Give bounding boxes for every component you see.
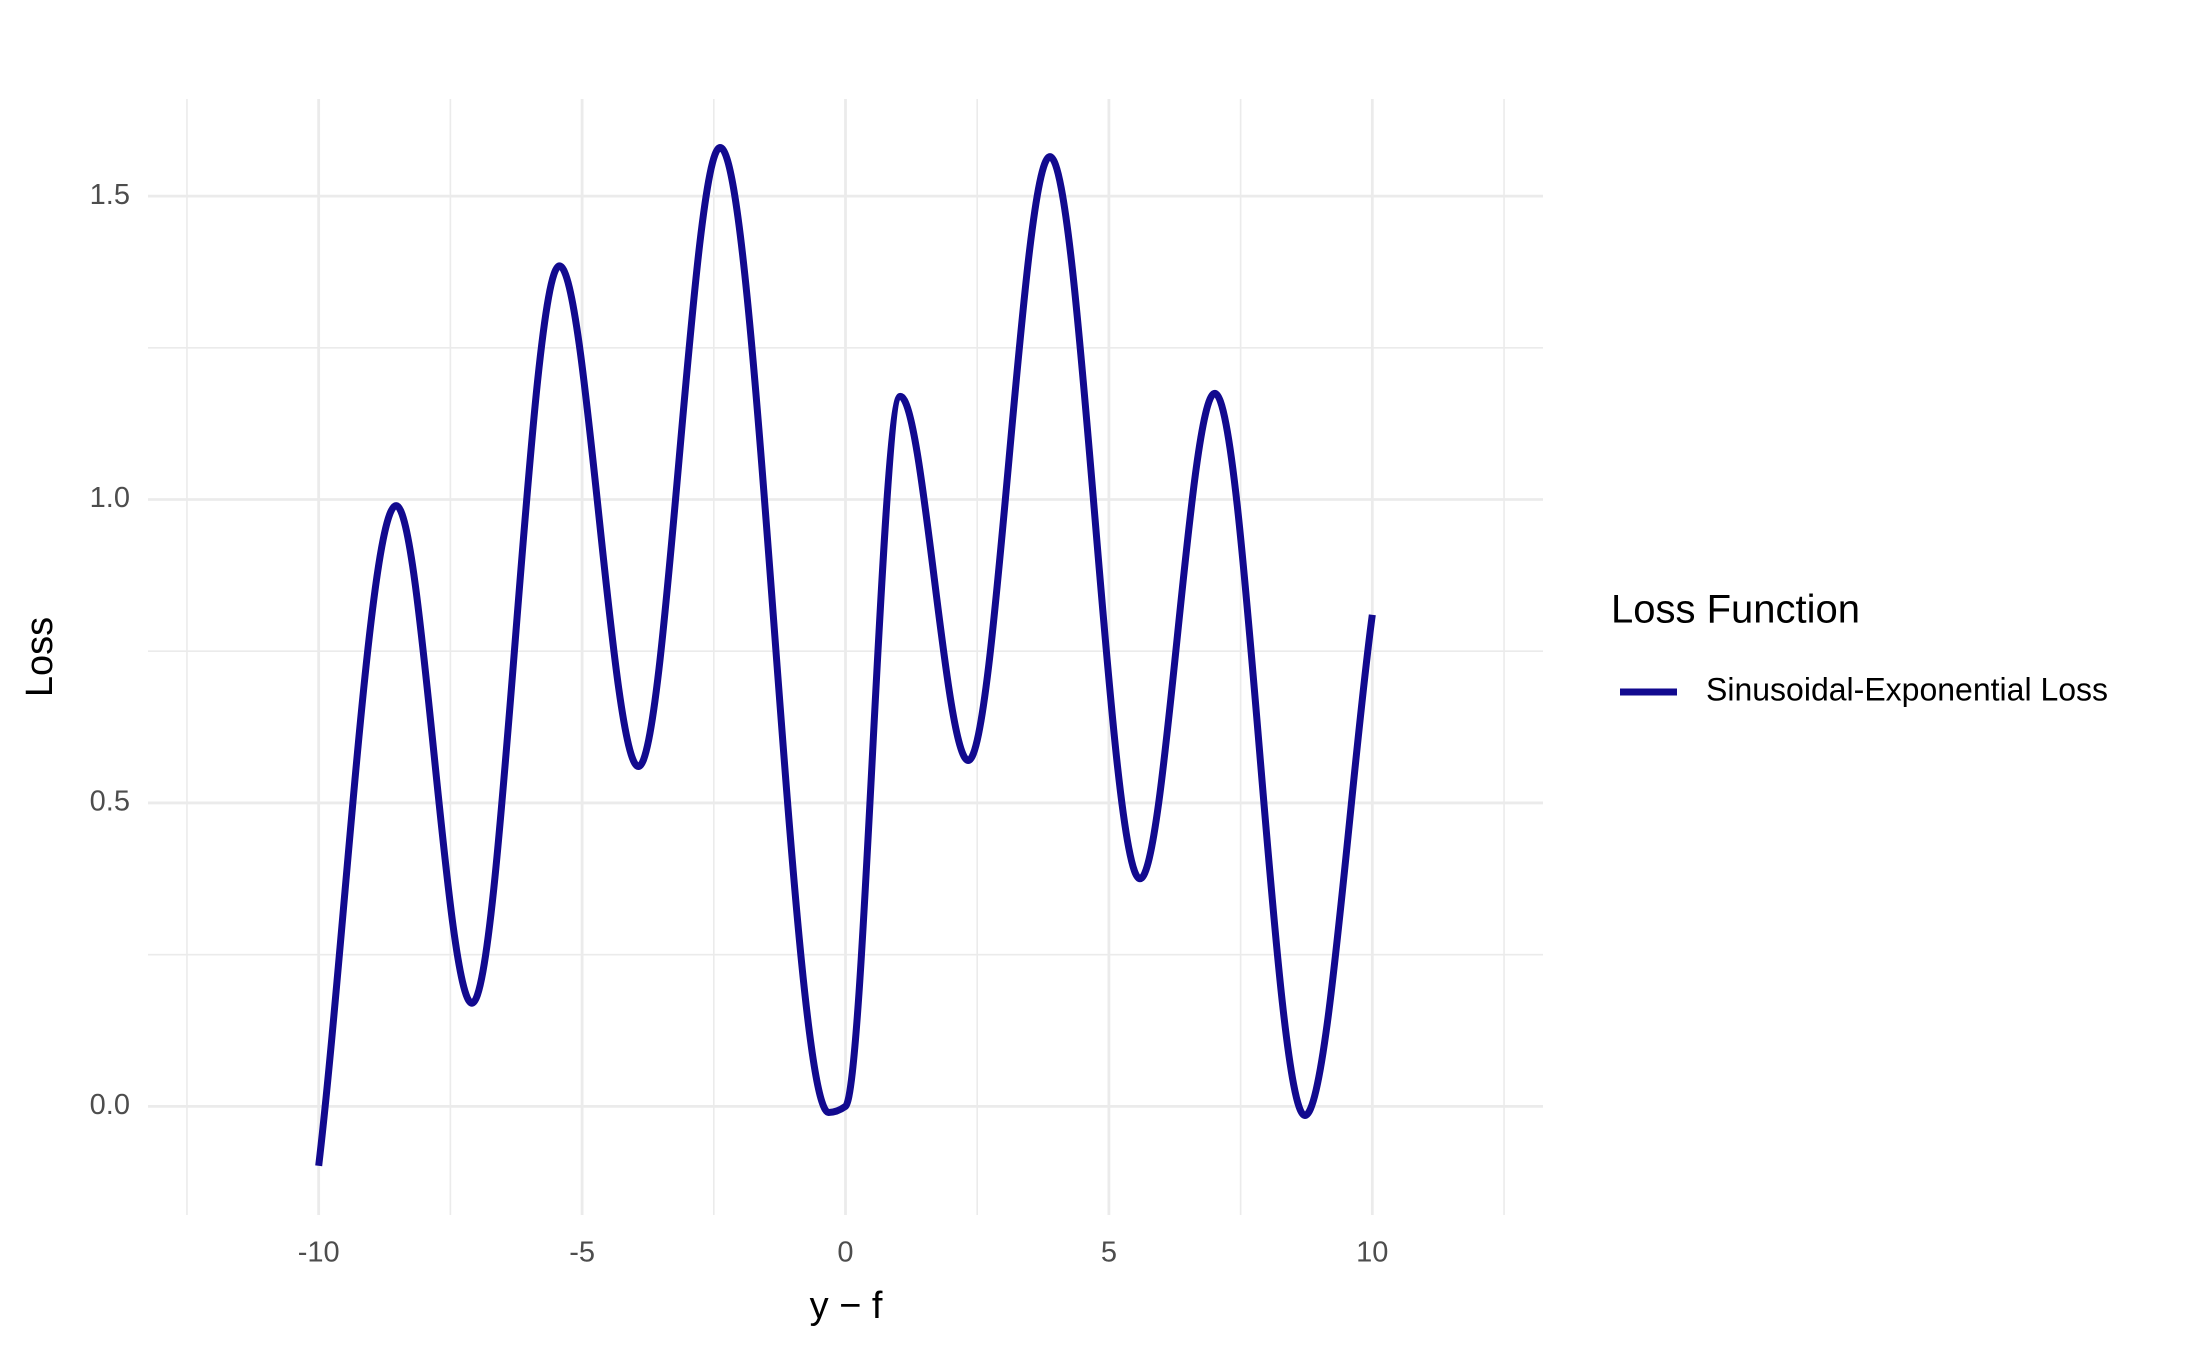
y-tick-label: 1.0 [90,482,130,514]
y-tick-label: 0.5 [90,786,130,818]
y-axis-title: Loss [19,617,61,697]
y-tick-label: 0.0 [90,1089,130,1121]
grid [148,99,1543,1215]
x-tick-label: 5 [1101,1237,1117,1269]
data-line [315,144,1376,1167]
legend-title: Loss Function [1611,588,1860,632]
x-tick-label: -5 [569,1237,595,1269]
y-tick-label: 1.5 [90,179,130,211]
x-tick-label: 10 [1356,1237,1388,1269]
legend-label: Sinusoidal-Exponential Loss [1706,671,2108,707]
x-tick-label: 0 [837,1237,853,1269]
x-axis-title: y − f [810,1285,883,1327]
x-tick-label: -10 [298,1237,340,1269]
